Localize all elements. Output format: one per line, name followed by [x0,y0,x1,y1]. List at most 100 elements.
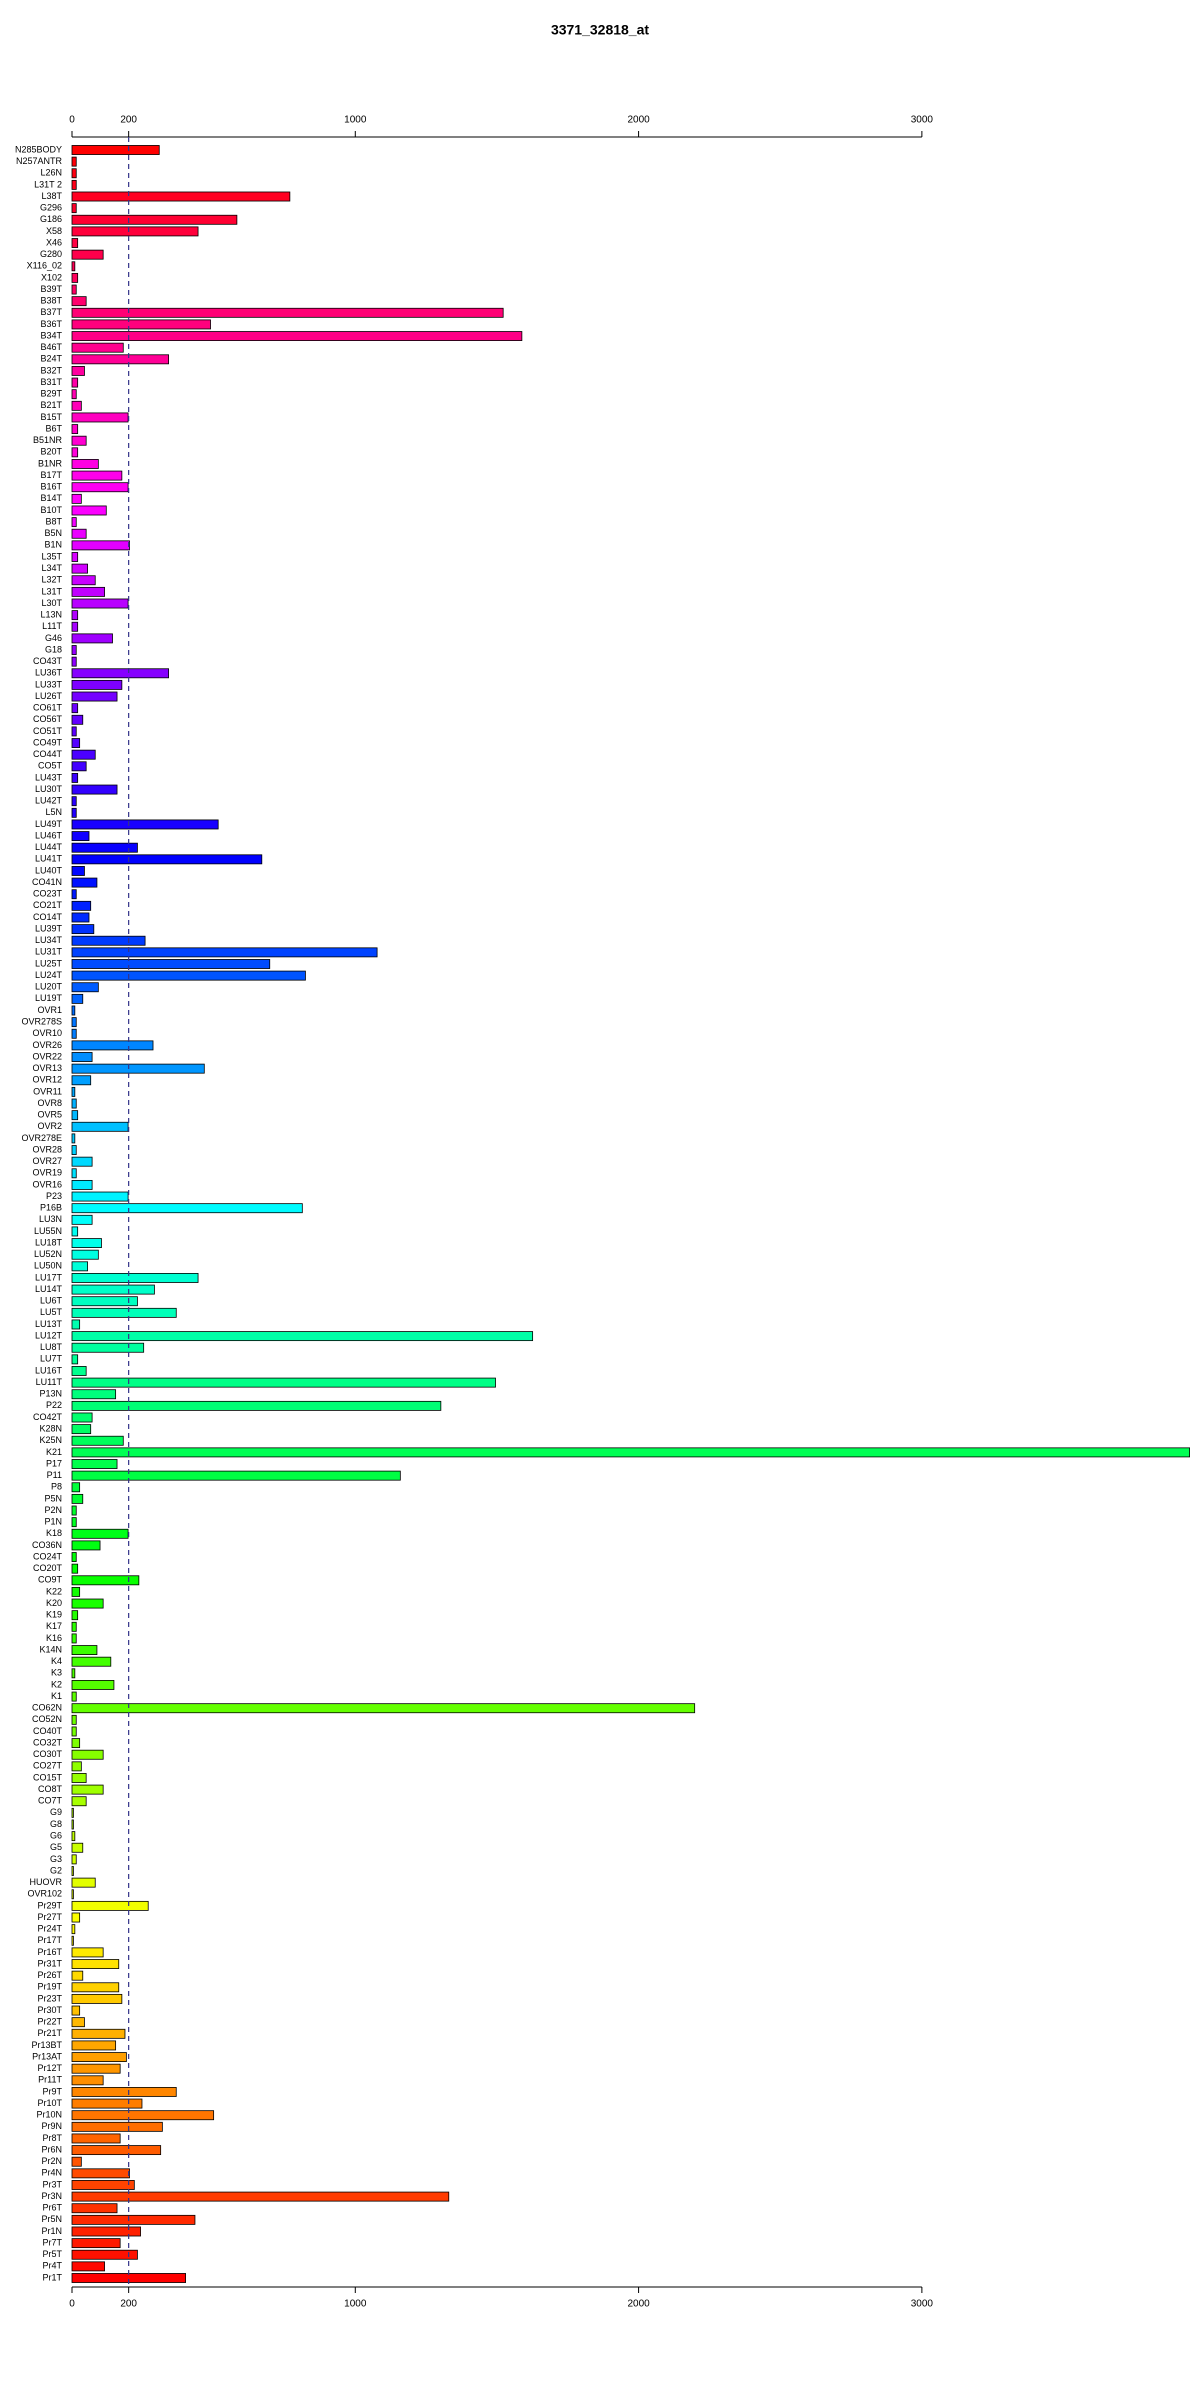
bar [71,2156,82,2167]
bar [71,528,87,539]
bar [71,1028,77,1039]
y-tick-label: CO40T [33,1726,63,1736]
bar [71,249,104,260]
y-tick-label: Pr4T [42,2261,62,2271]
bar [71,1191,129,1202]
chart-title: 3371_32818_at [551,22,649,38]
bar [71,203,77,214]
bar [71,342,124,353]
bar [71,959,271,969]
bar [71,1598,104,1609]
y-tick-label: CO32T [33,1737,63,1747]
y-tick-label: B10T [40,505,62,515]
bar [71,1889,74,1900]
y-tick-label: Pr6N [41,2144,62,2154]
bar [71,1389,117,1400]
bar [71,1459,118,1469]
y-tick-label: Pr6T [42,2203,62,2213]
bar [71,214,238,225]
y-tick-label: OVR26 [32,1040,62,1050]
bar [71,1540,101,1551]
y-tick-label: G6 [50,1830,62,1840]
bar [71,1784,104,1795]
bar [71,1877,96,1888]
y-tick-label: CO56T [33,714,63,724]
y-tick-label: CO42T [33,1412,63,1422]
y-tick-label: K1 [51,1691,62,1701]
y-tick-label: CO5T [38,761,63,771]
y-tick-label: CO8T [38,1784,63,1794]
y-tick-label: CO23T [33,889,63,899]
bar [71,1470,401,1481]
y-tick-label: LU11T [36,1377,63,1387]
bar [71,1796,87,1807]
y-tick-label: OVR1 [37,1005,62,1015]
bar [71,179,77,190]
y-tick-label: N285BODY [15,144,62,154]
y-tick-label: K22 [46,1586,62,1596]
bar [71,854,263,865]
y-tick-label: CO51T [33,726,63,736]
y-tick-label: Pr2N [41,2156,62,2166]
bar [71,493,82,504]
y-tick-label: B51NR [33,435,63,445]
bar [71,2168,130,2179]
y-tick-label: LU41T [35,854,63,864]
bar [71,284,77,295]
bar [71,517,77,528]
bar [71,1680,115,1690]
bar [71,2214,196,2225]
y-tick-label: Pr19T [37,1982,62,1992]
bar [71,1505,77,1516]
bar [71,2238,121,2249]
bar [71,1400,442,1411]
bar [71,1052,93,1062]
bar [71,1110,79,1121]
bar [71,2017,85,2028]
y-tick-label: Pr29T [37,1900,62,1910]
y-tick-label: B20T [40,447,62,457]
y-tick-label: Pr7T [42,2237,62,2247]
bar [71,552,79,562]
y-tick-label: K25N [39,1435,62,1445]
bar [71,1424,92,1435]
bar [71,435,87,446]
y-tick-label: LU24T [35,970,63,980]
bar [71,1156,93,1167]
bar [71,2249,138,2260]
y-tick-label: CO61T [33,703,63,713]
bar [71,2145,162,2156]
bar [71,714,84,725]
y-tick-label: OVR16 [32,1179,62,1189]
y-tick-label: Pr8T [42,2133,62,2143]
bar [71,1133,76,1144]
bar [71,226,199,237]
x-tick-label: 3000 [911,2299,934,2310]
y-tick-label: OVR13 [32,1063,62,1073]
y-tick-label: OVR278E [21,1133,62,1143]
y-tick-label: OVR5 [37,1110,62,1120]
y-tick-label: OVR2 [37,1121,62,1131]
y-tick-label: CO30T [33,1749,63,1759]
bar [71,1633,77,1644]
y-tick-label: Pr22T [37,2017,62,2027]
bar [71,796,77,807]
y-tick-label: G3 [50,1854,62,1864]
y-tick-label: CO52N [32,1714,62,1724]
y-tick-label: Pr9N [41,2121,62,2131]
y-tick-label: CO41N [32,877,62,887]
y-tick-label: OVR27 [32,1156,62,1166]
bar [71,482,129,493]
bar [71,261,76,272]
bar [71,668,170,679]
bar [71,1749,104,1760]
bar [71,866,85,876]
bar [71,1296,138,1307]
y-tick-label: K19 [46,1610,62,1620]
y-tick-label: B8T [45,516,62,526]
y-tick-label: LU14T [35,1284,63,1294]
y-tick-label: LU25T [35,958,63,968]
bar [71,1342,145,1353]
y-tick-label: OVR28 [32,1144,62,1154]
bar [71,2098,143,2109]
